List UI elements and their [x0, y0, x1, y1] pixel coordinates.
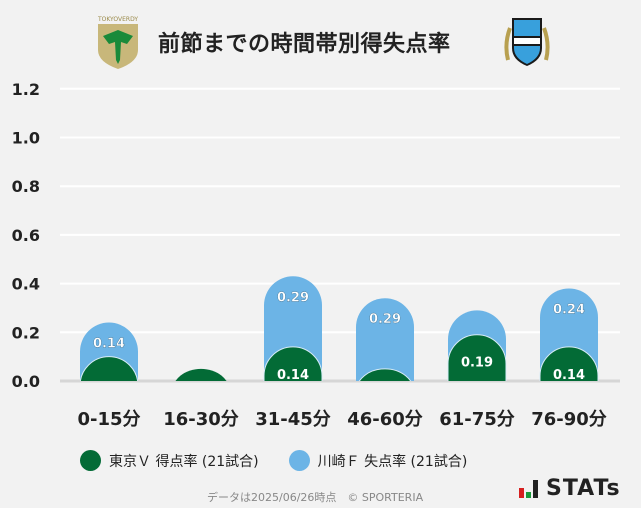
bar-tokyo-verdy-scored: [175, 368, 227, 381]
legend-item-kawasaki: 川崎Ｆ 失点率 (21試合): [288, 450, 468, 471]
y-tick-label: 1.2: [12, 80, 40, 99]
legend-swatch: [288, 450, 310, 471]
bar-tokyo-verdy-scored: [539, 346, 599, 381]
stats-brand: STATs: [518, 476, 621, 501]
x-tick-label: 0-15分: [77, 409, 140, 430]
stats-logo-icon: [519, 479, 538, 498]
x-tick-label: 46-60分: [347, 409, 423, 430]
data-label-kawasaki: 0.29: [369, 312, 401, 327]
bar-chart: 0.0 0.2 0.4 0.6 0.8 1.0 1.2 0.14 0-15分 16-30分 0.29…: [12, 80, 620, 430]
bar-kawasaki-conceded: [356, 298, 414, 381]
legend-label: 東京Ｖ 得点率 (21試合): [109, 453, 259, 470]
footer-note: データは2025/06/26時点 © SPORTERIA: [207, 491, 424, 504]
x-tick-label: 61-75分: [439, 409, 515, 430]
data-label-kawasaki: 0.14: [93, 337, 125, 352]
data-label-kawasaki: 0.29: [277, 290, 309, 305]
svg-text:TOKYOVERDY: TOKYOVERDY: [97, 16, 138, 23]
data-label-tokyo-verdy: 0.14: [277, 368, 309, 383]
legend: 東京Ｖ 得点率 (21試合) 川崎Ｆ 失点率 (21試合): [80, 450, 467, 471]
stats-brand-text: STATs: [546, 476, 621, 501]
y-tick-label: 0.0: [12, 372, 40, 391]
x-tick-label: 31-45分: [255, 409, 331, 430]
data-label-tokyo-verdy: 0.14: [553, 368, 585, 383]
x-tick-label: 76-90分: [531, 409, 607, 430]
page-title: 前節までの時間帯別得失点率: [158, 32, 451, 57]
kawasaki-frontale-logo: [502, 14, 552, 70]
tokyo-verdy-logo: TOKYOVERDY: [95, 14, 141, 70]
y-tick-label: 0.6: [12, 226, 40, 245]
y-tick-label: 0.2: [12, 323, 40, 342]
bar-tokyo-verdy-scored: [358, 368, 412, 381]
legend-item-tokyo-verdy: 東京Ｖ 得点率 (21試合): [80, 450, 259, 471]
bar-tokyo-verdy-scored: [79, 356, 139, 381]
bar-tokyo-verdy-scored: [263, 346, 323, 381]
bar-tokyo-verdy-scored: [447, 334, 507, 381]
y-tick-label: 0.4: [12, 275, 40, 294]
data-label-kawasaki: 0.24: [553, 302, 585, 317]
y-tick-label: 0.8: [12, 177, 40, 196]
x-tick-label: 16-30分: [163, 409, 239, 430]
data-label-tokyo-verdy: 0.19: [461, 356, 493, 371]
legend-label: 川崎Ｆ 失点率 (21試合): [317, 453, 468, 470]
legend-swatch: [80, 450, 101, 471]
y-tick-label: 1.0: [12, 129, 40, 148]
